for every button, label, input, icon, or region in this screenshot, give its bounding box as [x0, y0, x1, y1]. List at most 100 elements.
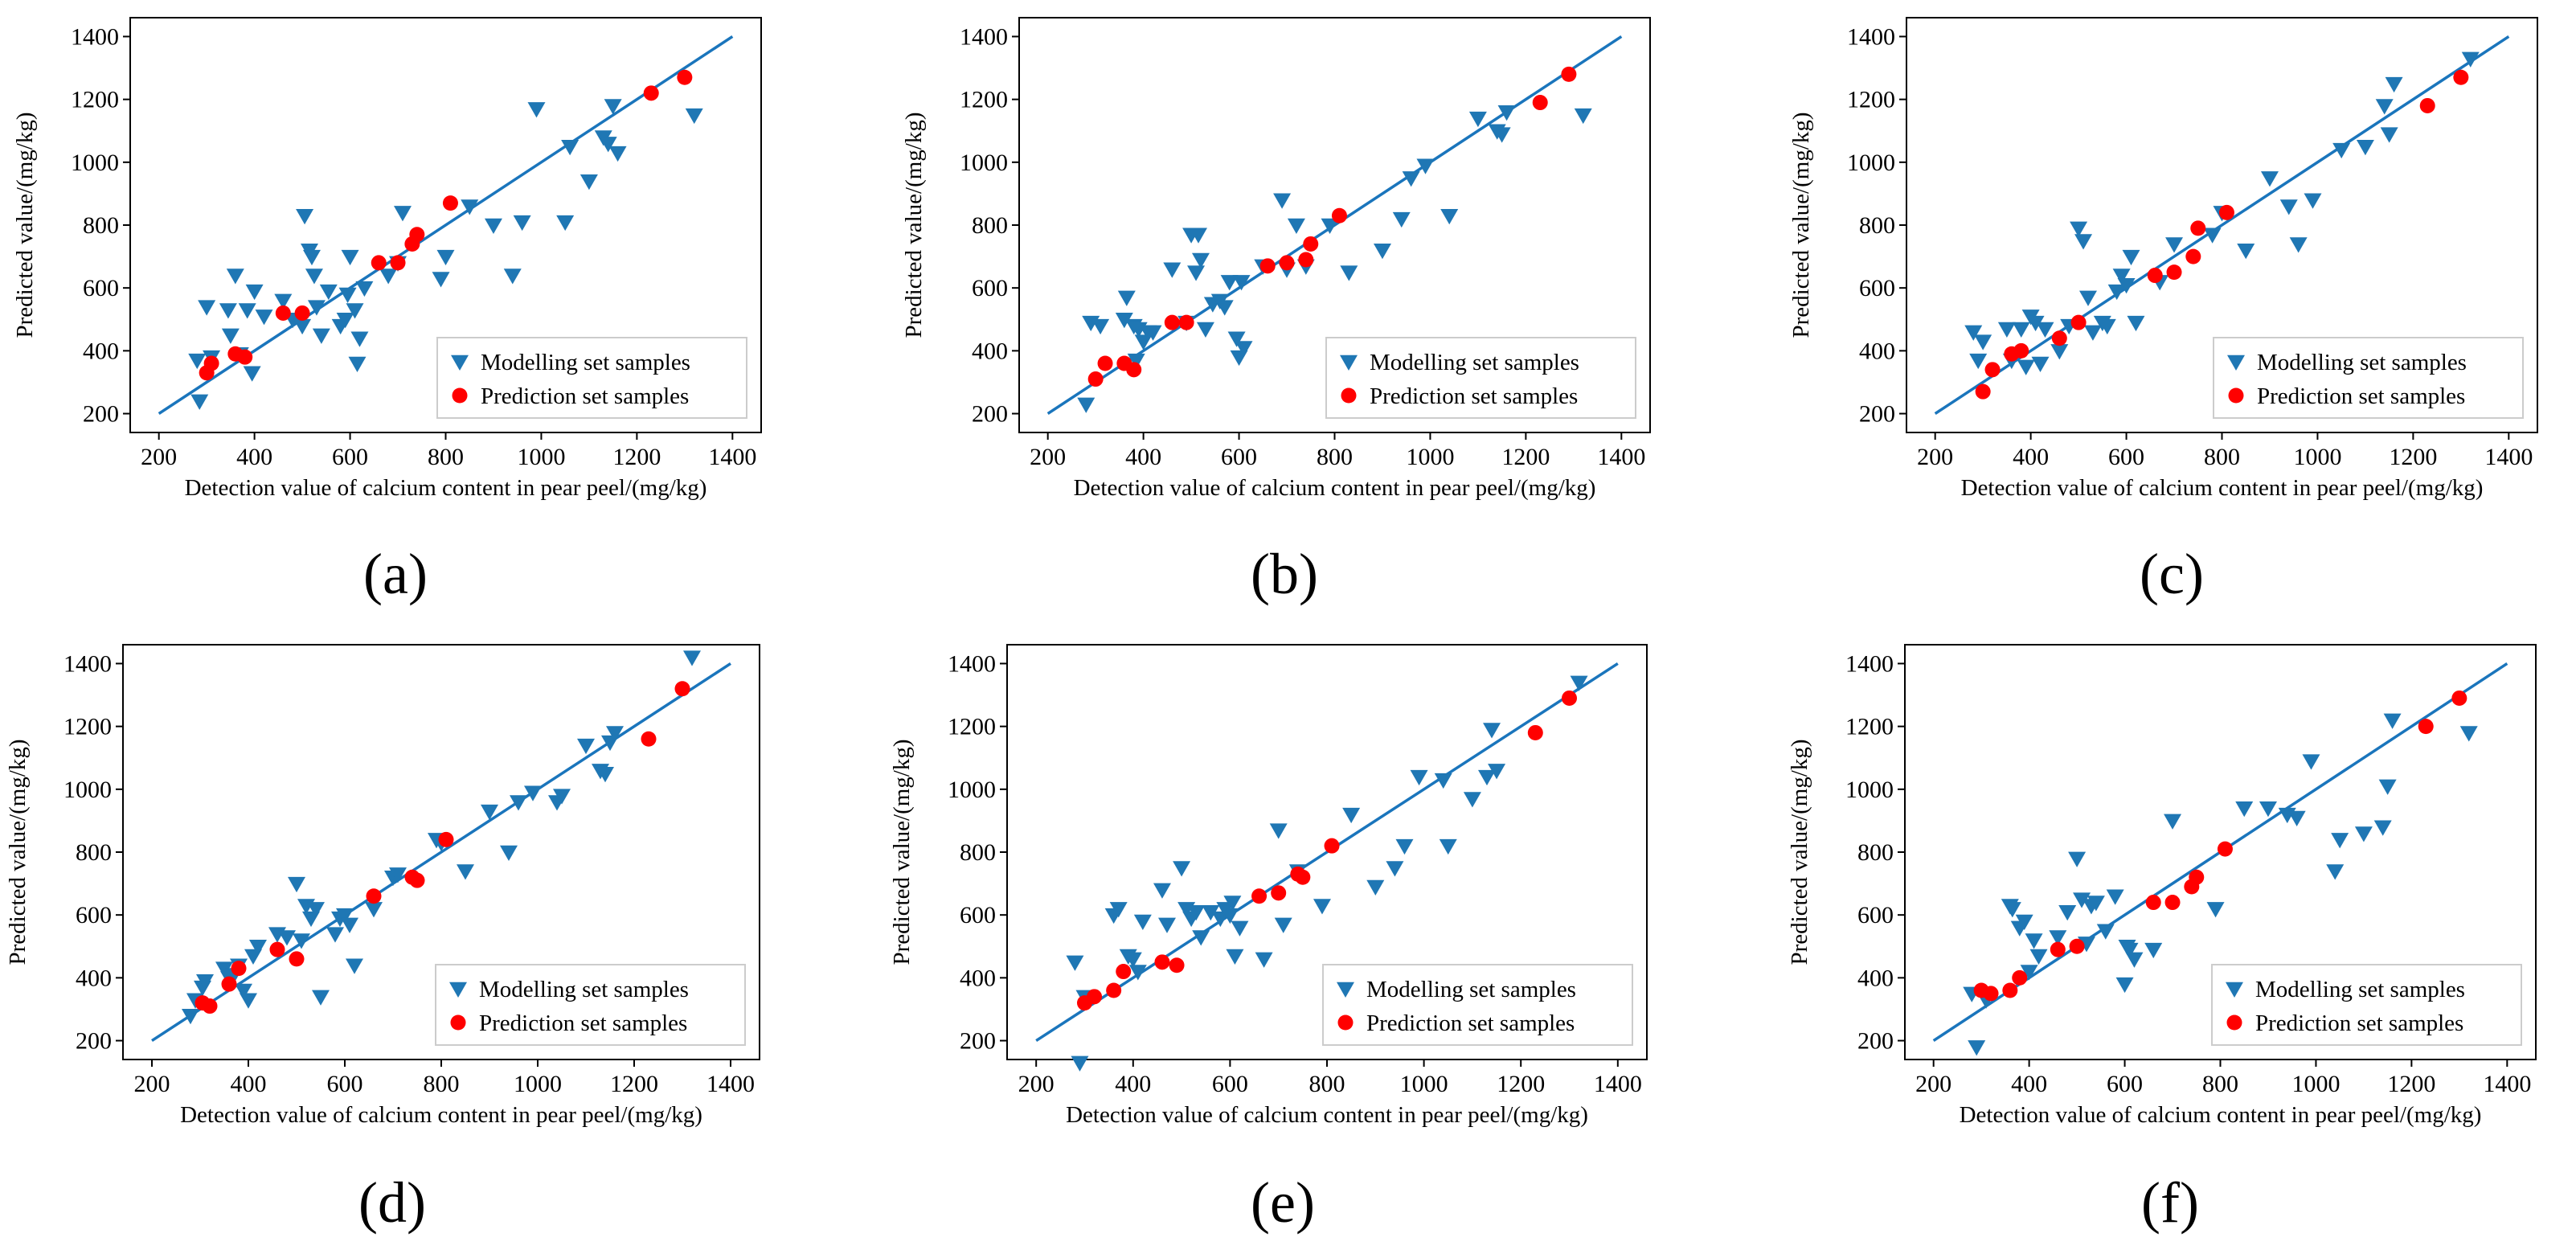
modelling-point	[606, 726, 624, 742]
x-tick-label: 400	[236, 444, 272, 470]
modelling-point	[1128, 965, 1147, 981]
prediction-point	[289, 951, 305, 967]
x-tick-label: 1000	[514, 1071, 562, 1097]
modelling-point	[346, 958, 363, 974]
y-tick-label: 200	[1859, 401, 1895, 428]
x-tick-label: 400	[2011, 1071, 2047, 1097]
x-tick-label: 1200	[1501, 444, 1550, 470]
modelling-point	[1235, 341, 1253, 357]
modelling-point	[2331, 833, 2349, 849]
legend-marker-prediction	[452, 387, 468, 404]
y-tick-label: 200	[83, 401, 119, 428]
modelling-point	[2459, 726, 2478, 742]
modelling-point	[596, 767, 614, 783]
modelling-point	[2087, 896, 2105, 912]
prediction-point	[1331, 207, 1347, 223]
fit-line	[151, 662, 731, 1043]
modelling-point	[2302, 754, 2320, 770]
modelling-point	[457, 864, 474, 880]
modelling-point	[238, 303, 256, 319]
modelling-point	[1187, 905, 1206, 921]
panel-label: (e)	[1251, 1170, 1315, 1235]
modelling-point	[312, 990, 330, 1006]
modelling-point	[2036, 322, 2054, 338]
modelling-point	[1468, 111, 1487, 128]
modelling-point	[1220, 275, 1239, 291]
modelling-point	[1117, 290, 1136, 306]
y-tick-label: 1000	[960, 150, 1008, 176]
modelling-point	[1173, 861, 1191, 877]
prediction-point	[677, 69, 693, 85]
legend-box	[1322, 964, 1633, 1046]
legend: Modelling set samples Prediction set samp…	[435, 964, 746, 1046]
modelling-point	[350, 331, 369, 347]
modelling-point	[2206, 902, 2225, 918]
modelling-point	[293, 318, 312, 335]
x-tick-label: 1400	[708, 444, 756, 470]
x-tick-label: 1000	[1400, 1071, 1448, 1097]
panel-label: (b)	[1251, 542, 1318, 606]
modelling-point	[2077, 937, 2095, 953]
modelling-point	[249, 940, 267, 956]
legend: Modelling set samples Prediction set samp…	[2213, 337, 2524, 419]
prediction-series	[1087, 66, 1577, 387]
modelling-point	[240, 993, 257, 1009]
modelling-point	[1342, 807, 1361, 824]
modelling-point	[2058, 905, 2077, 921]
x-axis-label: Detection value of calcium content in pe…	[1066, 1102, 1588, 1128]
modelling-point	[2203, 227, 2222, 244]
modelling-point	[1968, 1040, 1986, 1056]
chart-panel-5: 200 400 600 800 1000 1200 1400 200 400 600 800 1000…	[889, 644, 1648, 1235]
modelling-point	[1227, 331, 1246, 347]
modelling-point	[2098, 318, 2116, 335]
legend: Modelling set samples Prediction set samp…	[436, 337, 747, 419]
x-axis-label: Detection value of calcium content in pe…	[1960, 1102, 2482, 1128]
modelling-point	[190, 394, 209, 410]
modelling-point	[2020, 965, 2038, 981]
y-tick-label: 1200	[63, 714, 112, 740]
modelling-point	[1273, 193, 1292, 209]
legend-label: Modelling set samples	[2257, 350, 2467, 375]
modelling-point	[683, 650, 701, 666]
prediction-point	[1154, 954, 1170, 970]
y-tick-label: 1400	[960, 23, 1008, 50]
modelling-point	[432, 272, 450, 288]
modelling-point	[1402, 171, 1420, 187]
chart-panel-4: 200 400 600 800 1000 1200 1400 200 400 600 800 1000…	[5, 644, 760, 1235]
modelling-point	[2356, 140, 2374, 156]
prediction-point	[2166, 264, 2182, 281]
modelling-point	[503, 268, 522, 285]
y-tick-label: 600	[83, 275, 119, 301]
modelling-point	[355, 281, 374, 297]
modelling-point	[196, 974, 214, 990]
modelling-point	[2107, 284, 2126, 301]
modelling-point	[481, 804, 498, 821]
x-tick-label: 1400	[706, 1071, 755, 1097]
modelling-point	[255, 309, 273, 326]
legend: Modelling set samples Prediction set samp…	[1325, 337, 1636, 419]
legend-marker-modelling	[1340, 355, 1358, 371]
fit-line	[1934, 35, 2510, 416]
modelling-point	[1269, 823, 1288, 839]
modelling-point	[1077, 397, 1096, 413]
modelling-point	[1190, 227, 1208, 244]
x-tick-label: 600	[327, 1071, 363, 1097]
modelling-point	[2380, 127, 2398, 143]
x-tick-label: 800	[424, 1071, 460, 1097]
legend-marker-prediction	[450, 1014, 466, 1031]
modelling-point	[1497, 105, 1516, 121]
modelling-point	[2127, 315, 2145, 332]
x-tick-label: 200	[1018, 1071, 1055, 1097]
modelling-point	[365, 902, 383, 918]
modelling-point	[513, 215, 531, 232]
y-tick-label: 1000	[71, 150, 119, 176]
x-axis-label: Detection value of calcium content in pe…	[180, 1102, 702, 1128]
modelling-point	[2078, 290, 2097, 306]
modelling-point	[379, 268, 398, 285]
modelling-point	[2012, 322, 2030, 338]
x-tick-label: 200	[134, 1071, 170, 1097]
modelling-point	[599, 137, 617, 153]
prediction-point	[269, 941, 285, 957]
prediction-point	[1116, 964, 1132, 980]
x-tick-label: 800	[1309, 1071, 1345, 1097]
